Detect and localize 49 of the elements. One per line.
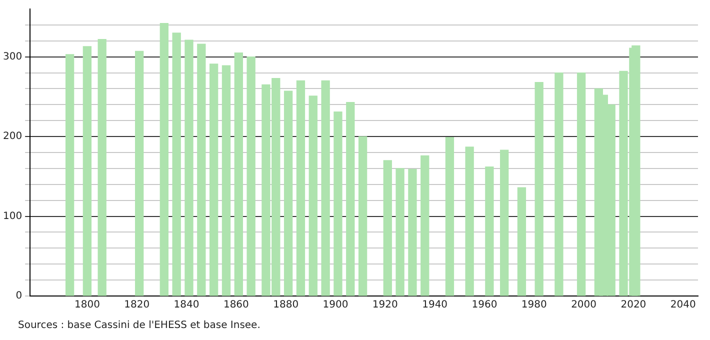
bar (576, 72, 586, 296)
bar (534, 82, 544, 296)
x-tick-label: 2040 (670, 300, 696, 311)
bar (445, 137, 454, 296)
x-tick-label: 1840 (174, 300, 200, 311)
x-tick-label: 1920 (372, 300, 398, 311)
y-tick-label: 300 (2, 51, 22, 62)
bar (396, 168, 404, 296)
x-tick-label: 2020 (620, 300, 646, 311)
bar (408, 168, 417, 296)
bar (234, 52, 243, 296)
x-tick-label: 1820 (124, 300, 150, 311)
bar (209, 64, 218, 296)
bar (334, 112, 342, 296)
bar (197, 44, 206, 296)
bar (172, 32, 181, 296)
x-tick-label: 1940 (422, 300, 448, 311)
x-tick-label: 1880 (273, 300, 299, 311)
bar (485, 166, 494, 296)
bar (321, 80, 330, 296)
y-tick-label: 200 (2, 131, 22, 142)
bar (98, 38, 106, 296)
bar (135, 50, 144, 296)
bar (246, 56, 256, 296)
x-tick-label: 1980 (521, 300, 547, 311)
bar (284, 90, 293, 296)
x-tick-label: 1900 (322, 300, 348, 311)
bar (358, 136, 368, 296)
bar (517, 187, 526, 296)
bar (184, 40, 194, 296)
x-tick-label: 2000 (571, 300, 597, 311)
bar (500, 150, 509, 296)
bar (383, 160, 392, 296)
bar (346, 102, 355, 296)
y-tick-label: 100 (2, 210, 22, 222)
bar (160, 23, 168, 296)
x-tick-label: 1800 (74, 300, 100, 311)
bar (465, 146, 474, 296)
bar (420, 155, 430, 296)
bar (296, 80, 306, 296)
source-note: Sources : base Cassini de l'EHESS et base Insee. (18, 320, 260, 331)
x-tick-label: 1960 (472, 300, 498, 311)
bar (222, 65, 231, 296)
bar (65, 54, 74, 296)
bar (554, 72, 564, 296)
y-tick-label: 0 (16, 290, 22, 302)
x-tick-label: 1860 (223, 300, 249, 311)
bar (308, 96, 318, 296)
bar (82, 46, 92, 296)
